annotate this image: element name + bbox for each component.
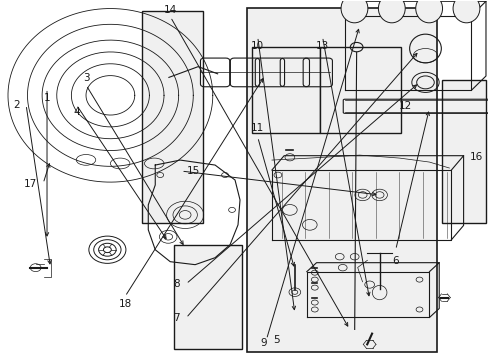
Bar	[246, 8, 436, 352]
Text: 10: 10	[251, 41, 264, 50]
Text: 11: 11	[250, 123, 264, 133]
Text: 18: 18	[118, 299, 131, 309]
Text: 14: 14	[163, 5, 177, 15]
Text: 16: 16	[468, 152, 482, 162]
Bar	[320, 47, 400, 134]
Text: 8: 8	[173, 279, 179, 289]
Ellipse shape	[378, 0, 405, 23]
Bar	[251, 47, 320, 134]
Ellipse shape	[452, 0, 479, 23]
Text: 2: 2	[13, 100, 20, 110]
Text: 6: 6	[391, 256, 398, 266]
Text: 15: 15	[186, 166, 200, 176]
Text: 17: 17	[24, 179, 38, 189]
Bar	[173, 244, 242, 348]
Text: 12: 12	[398, 102, 411, 112]
Ellipse shape	[340, 0, 367, 23]
Text: 9: 9	[260, 338, 267, 348]
Text: 1: 1	[43, 93, 50, 103]
Bar	[441, 80, 485, 223]
Text: 4: 4	[73, 107, 80, 117]
Bar	[142, 12, 203, 223]
Text: 5: 5	[272, 334, 279, 345]
Ellipse shape	[415, 0, 442, 23]
Text: 3: 3	[82, 73, 89, 83]
Text: 7: 7	[173, 313, 179, 323]
Text: 13: 13	[315, 41, 328, 50]
